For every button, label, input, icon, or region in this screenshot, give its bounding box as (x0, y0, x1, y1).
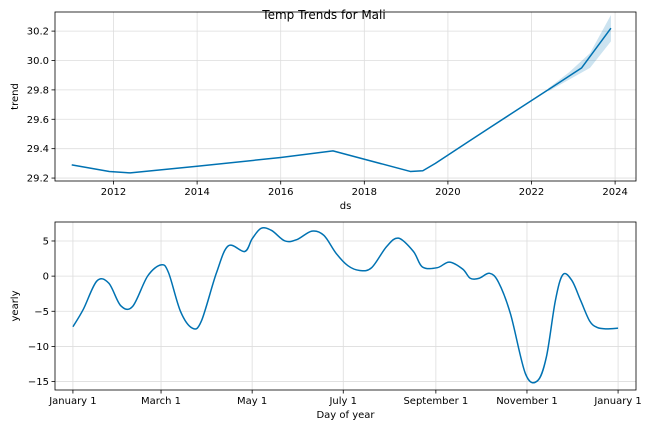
y-axis-label: trend (10, 83, 21, 110)
plot-frame (54, 11, 637, 182)
x-tick-label: 2020 (435, 187, 460, 198)
trend-line (71, 27, 612, 174)
y-tick-label: 29.6 (27, 115, 49, 126)
y-tick-label: −5 (34, 307, 49, 318)
x-tick-label: 2018 (352, 187, 377, 198)
x-tick-label: September 1 (403, 396, 468, 407)
uncertainty-band (548, 14, 611, 92)
yearly-chart: January 1 March 1 May 1 July 1 September 1 No… (10, 221, 642, 421)
x-tick-label: 2022 (519, 187, 544, 198)
y-tick-label: 29.2 (27, 174, 49, 185)
y-tick-label: −10 (28, 342, 49, 353)
x-tick-label: 2014 (184, 187, 209, 198)
y-tick-label: 29.4 (27, 144, 49, 155)
y-tick-label: 5 (43, 236, 49, 247)
x-axis-label: ds (340, 201, 352, 212)
x-tick-label: January 1 (48, 396, 96, 407)
x-tick-label: July 1 (328, 396, 357, 407)
x-tick-label: November 1 (496, 396, 558, 407)
x-tick-label: 2016 (268, 187, 293, 198)
x-axis-label: Day of year (316, 410, 375, 421)
y-tick-label: 30.2 (27, 27, 49, 38)
y-tick-label: 0 (43, 272, 49, 283)
y-tick-label: −15 (28, 377, 49, 388)
chart-title: Temp Trends for Mali (261, 8, 385, 22)
x-tick-label: May 1 (237, 396, 267, 407)
x-tick-label: March 1 (141, 396, 181, 407)
yearly-line (72, 227, 619, 384)
plot-frame (54, 221, 637, 391)
trend-chart: 2012 2014 2016 2018 2020 2022 2024 29.2 29.4 29.6… (10, 8, 637, 212)
x-tick-label: January 1 (593, 396, 641, 407)
x-tick-label: 2024 (602, 187, 627, 198)
y-tick-label: 30.0 (27, 56, 49, 67)
y-tick-label: 29.8 (27, 85, 49, 96)
y-axis-label: yearly (10, 290, 21, 321)
x-tick-label: 2012 (101, 187, 126, 198)
